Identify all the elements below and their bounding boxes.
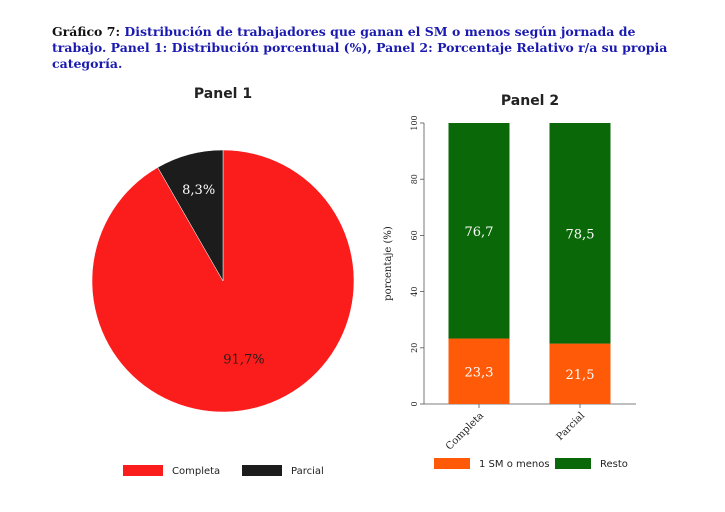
bar-legend: 1 SM o menos Resto (434, 458, 628, 470)
legend-swatch-series-1 (555, 458, 591, 469)
bar-label-completa-1: 76,7 (465, 225, 494, 240)
bar-label-completa-0: 23,3 (465, 365, 494, 380)
x-tick-label-completa: Completa (444, 410, 486, 452)
bar-segment-parcial-0 (549, 343, 611, 404)
legend-label-parcial: Parcial (291, 466, 324, 477)
bar-segment-completa-0 (448, 338, 510, 404)
legend-label-series-0: 1 SM o menos (479, 459, 550, 470)
caption-lead: Gráfico 7: (52, 24, 121, 39)
bar-segment-parcial-1 (549, 123, 611, 344)
pie-label-completa: 91,7% (223, 352, 264, 367)
pie-label-parcial: 8,3% (182, 183, 215, 198)
legend-label-series-1: Resto (600, 459, 628, 470)
y-tick-label: 100 (410, 115, 419, 130)
bar-title: Panel 2 (501, 93, 559, 109)
caption-text: Distribución de trabajadores que ganan e… (52, 24, 668, 71)
pie-legend: Completa Parcial (123, 465, 324, 477)
legend-swatch-series-0 (434, 458, 470, 469)
bar-chart: 0 20 40 60 80 100 porcentaje (%) 23,3 76,7 Comple… (383, 115, 636, 453)
x-tick-label-parcial: Parcial (555, 410, 588, 443)
y-tick-label: 80 (410, 174, 419, 184)
bar-label-parcial-0: 21,5 (566, 368, 595, 383)
pie-title: Panel 1 (194, 86, 252, 102)
y-tick-label: 20 (410, 343, 419, 353)
legend-label-completa: Completa (172, 466, 220, 477)
y-tick-label: 60 (410, 230, 419, 240)
bar-segment-completa-1 (448, 123, 510, 339)
pie-chart: 91,7% 8,3% (91, 149, 355, 413)
legend-swatch-parcial (242, 465, 282, 476)
legend-swatch-completa (123, 465, 163, 476)
y-tick-label: 0 (410, 401, 419, 406)
bar-label-parcial-1: 78,5 (566, 227, 595, 242)
pie-slice-parcial (157, 149, 224, 282)
y-axis-label: porcentaje (%) (383, 226, 394, 301)
figure-caption: Gráfico 7: Distribución de trabajadores … (52, 24, 692, 72)
y-tick-label: 40 (410, 287, 419, 297)
